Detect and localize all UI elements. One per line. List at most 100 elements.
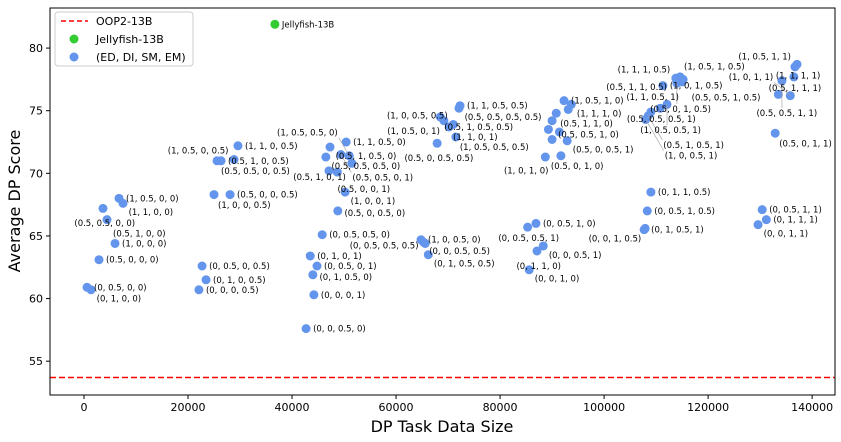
data-point-label: (0.5, 0.5, 0, 1) [352,174,413,184]
y-tick-label: 60 [29,293,43,306]
data-point-label: (1, 1, 1, 1) [776,71,820,81]
data-point-label: (0.5, 0, 1, 0) [551,162,604,172]
data-point [646,187,656,197]
data-point-label: (0, 1, 0.5, 0) [319,273,372,283]
data-point-label: (0.5, 0, 0.5, 0.5) [404,154,473,164]
plot-frame [49,7,836,396]
data-point [423,250,433,260]
data-point [420,238,430,248]
data-point-label: (1, 0.5, 0, 0) [126,194,179,204]
label-leader-lines [338,80,791,173]
data-point-label: (0, 1, 1, 1) [773,216,817,226]
data-point-label: (1, 0.5, 1, 1) [738,53,791,63]
data-point [94,255,104,265]
data-point [301,324,311,334]
axes: 0 20000 40000 60000 80000 100000 120000 140000 5… [29,42,833,414]
data-point [538,241,548,251]
y-axis-label: Average DP Score [5,130,24,273]
data-point-label: (0, 0.5, 0, 1) [324,262,377,272]
data-point-label: (0, 0, 1, 0) [535,275,579,285]
data-point [753,220,763,230]
data-point [540,152,550,162]
data-point [332,167,342,177]
legend-jellyfish-marker [69,34,79,44]
data-point-label: (0, 1, 0, 0.5) [213,276,266,286]
x-tick-label: 60000 [379,401,414,414]
data-point-label: (0, 0.5, 0.5, 0.5) [350,242,419,252]
data-point-label: (0.5, 1, 0.5, 0) [336,152,397,162]
x-tick-label: 100000 [583,401,625,414]
data-point-label: (0.5, 1, 0.5, 1) [663,141,724,151]
data-point [432,138,442,148]
data-point [757,205,767,215]
data-point [640,223,650,233]
data-point-label: (0.5, 1, 1, 1) [769,84,822,94]
x-tick-label: 120000 [687,401,729,414]
data-point [439,116,449,126]
data-point-label: (0.5, 0.5, 1, 0.5) [692,93,761,103]
x-axis-label: DP Task Data Size [371,417,514,436]
data-point-label: (0.5, 0, 0.5, 0) [344,209,405,219]
data-point [102,215,112,225]
data-point-label: (0, 0, 0, 0.5) [206,286,259,296]
data-point-label: (0, 1, 1, 0.5) [658,188,711,198]
data-point-label: (0.5, 0.5, 0, 0) [74,219,135,229]
data-point-label: (1, 1, 1, 0.5) [618,65,671,75]
data-point [562,136,572,146]
jellyfish-point [270,19,280,29]
y-tick-label: 75 [29,105,43,118]
data-point-label: (1, 0, 0.5, 0) [428,236,481,246]
data-point [554,127,564,137]
data-point-label: (0.5, 1, 0, 0) [113,229,166,239]
data-point-label: (0.5, 0.5, 1, 1) [756,109,817,119]
data-point [225,190,235,200]
data-point-label: (1, 0, 0, 1) [351,197,395,207]
data-point [110,238,120,248]
data-point-label: (0, 0.5, 0, 0) [94,283,147,293]
data-point [559,96,569,106]
data-point-label: (1, 0, 1, 0.5) [670,82,723,92]
data-point [340,187,350,197]
data-point [312,261,322,271]
data-point [642,206,652,216]
data-point-label: (0.5, 0, 0, 0) [106,256,159,266]
data-point-label: (0.5, 1, 1, 0.5) [606,83,667,93]
y-tick-label: 65 [29,230,43,243]
data-point-label: (0, 0.5, 1, 1) [769,206,822,216]
legend-box [54,11,194,67]
data-point [118,198,128,208]
y-tick-label: 70 [29,167,43,180]
data-point-label: (0, 0, 0, 1) [321,291,365,301]
data-point [451,132,461,142]
data-point [317,230,327,240]
data-point [98,203,108,213]
data-point-label: (0.5, 0, 0, 0.5) [237,191,298,201]
data-point-label: (0, 0.5, 0.5, 0) [329,231,390,241]
label-leader-line [648,115,663,141]
data-point-label: (0.5, 0, 0, 1) [337,185,390,195]
data-point [325,142,335,152]
data-point-label: (1, 0.5, 1, 0) [571,97,624,107]
data-point [444,122,454,132]
data-point-label: (0.5, 1, 0.5, 0.5) [444,123,513,133]
data-point-label: (0.5, 0, 1, 0.5) [650,105,711,115]
data-point [547,116,557,126]
data-point-label: (0, 0, 0.5, 0) [313,325,366,335]
data-point-label: (0, 0, 0.5, 0.5) [429,247,490,257]
data-point [308,270,318,280]
data-point [194,285,204,295]
data-point-label: (1, 1, 0, 1) [453,133,497,143]
data-point-label: (1, 0, 0.5, 0.5) [387,112,448,122]
data-point [86,285,96,295]
data-point [341,137,351,147]
data-point [770,128,780,138]
data-point-label: (0.5, 1, 0, 1) [293,173,346,183]
data-point-label: (0.5, 0, 0.5, 1) [573,146,634,156]
data-point-label: (0, 1, 0, 0) [97,295,141,305]
data-point-label: (0, 0.5, 1, 0) [543,219,596,229]
data-point [547,135,557,145]
data-point-label: (0, 1, 1, 0) [516,262,560,272]
data-point-label: (1, 0, 0, 0) [122,239,166,249]
data-point-label: (0, 0.5, 0, 0.5) [209,262,270,272]
